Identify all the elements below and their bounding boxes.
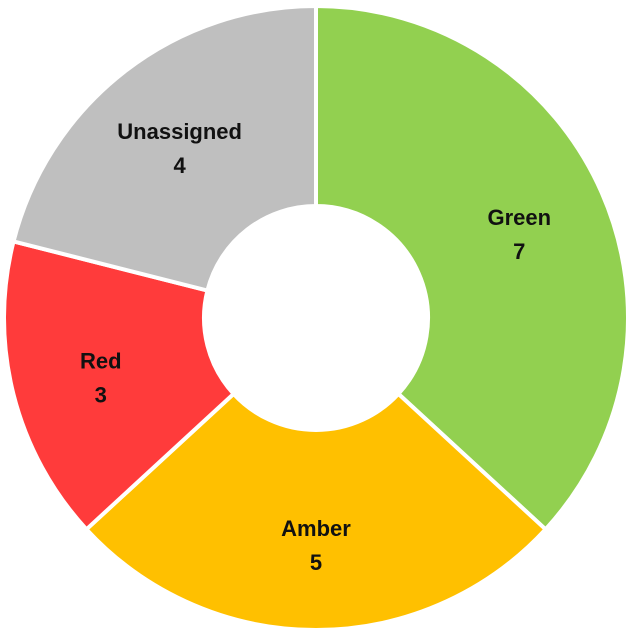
slice-unassigned <box>11 3 318 293</box>
slice-label-green: Green 7 <box>488 205 552 264</box>
slice-category-label: Unassigned <box>117 119 242 144</box>
slices-group <box>2 3 628 630</box>
slice-category-label: Red <box>80 348 122 373</box>
slice-label-red: Red 3 <box>80 348 122 407</box>
slice-red <box>2 238 237 533</box>
slice-label-amber: Amber 5 <box>281 516 351 575</box>
slice-value-label: 5 <box>310 550 322 575</box>
slice-value-label: 3 <box>95 382 107 407</box>
slice-category-label: Green <box>488 205 552 230</box>
slice-label-unassigned: Unassigned 4 <box>117 119 242 178</box>
slice-green <box>314 3 628 533</box>
slice-category-label: Amber <box>281 516 351 541</box>
slice-amber <box>83 391 549 630</box>
slice-labels-group: Green 7 Amber 5 Red 3 Unassigned 4 <box>80 119 551 575</box>
slice-value-label: 4 <box>174 153 187 178</box>
slice-value-label: 7 <box>513 239 525 264</box>
